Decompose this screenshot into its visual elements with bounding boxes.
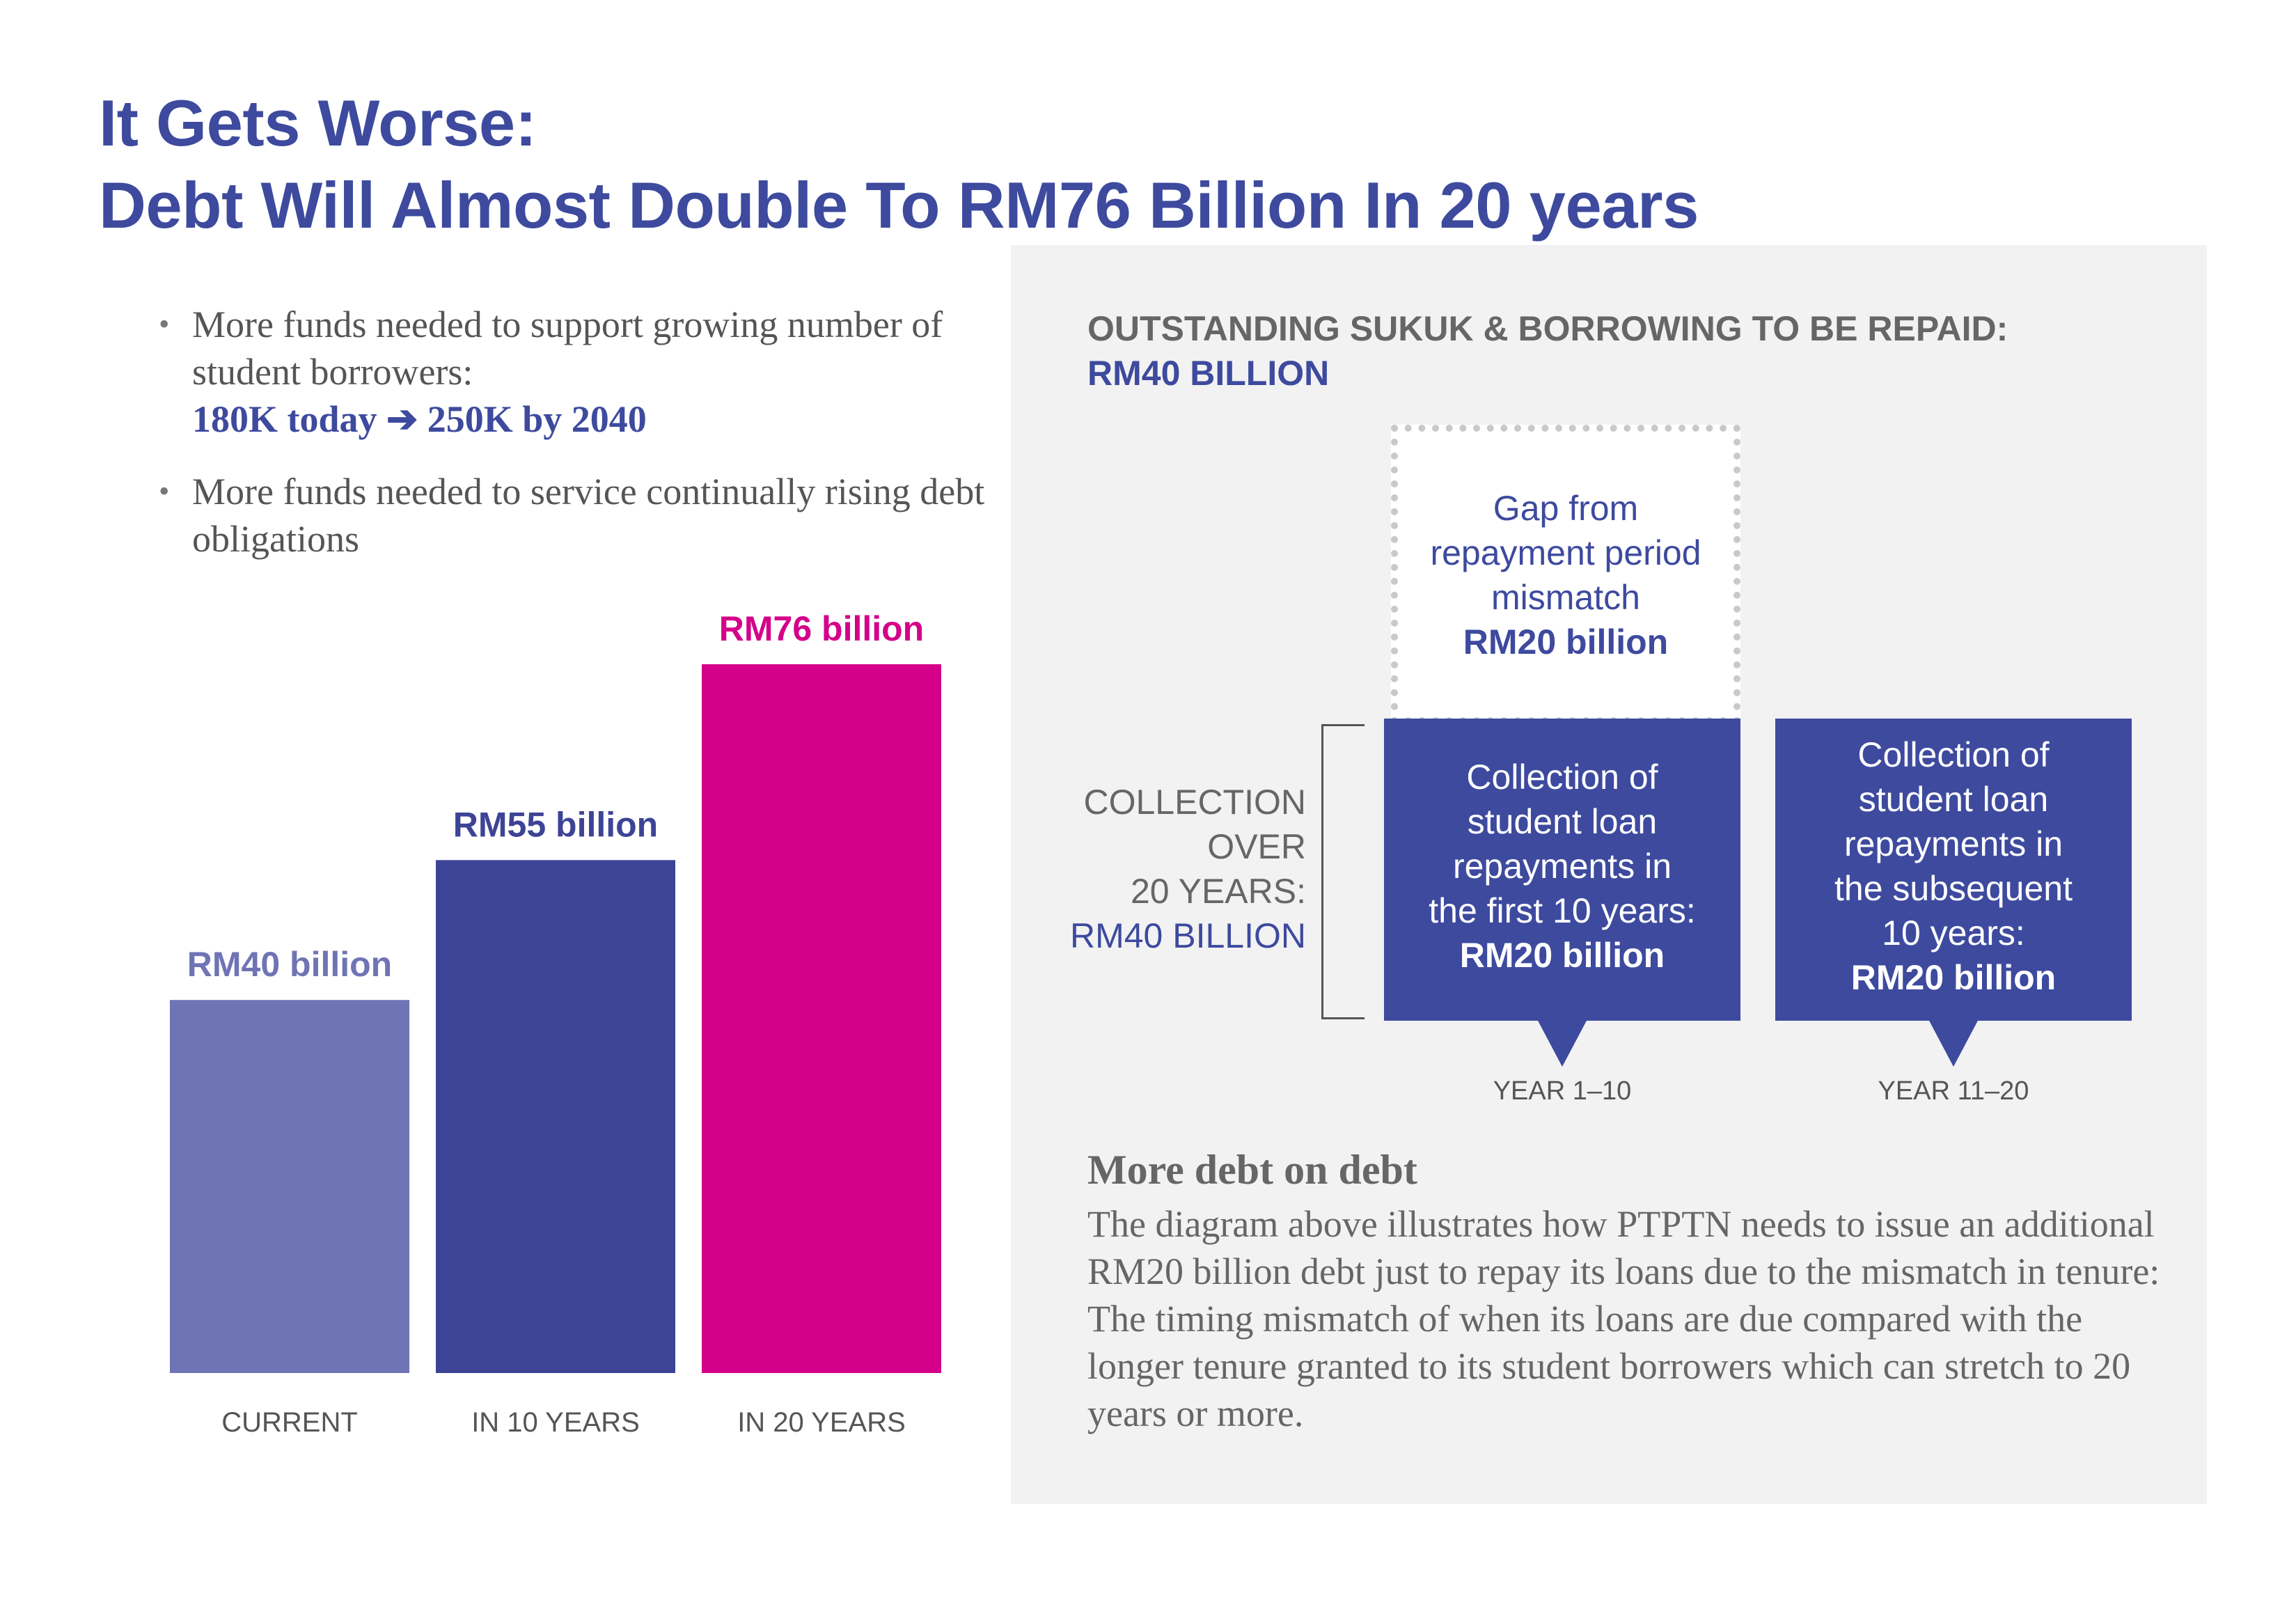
more-debt-body: The diagram above illustrates how PTPTN … (1087, 1203, 2160, 1434)
panel-heading-text: OUTSTANDING SUKUK & BORROWING TO BE REPA… (1087, 309, 2008, 348)
bullet-text: More funds needed to support growing num… (192, 304, 943, 393)
box-line: the subsequent (1834, 869, 2073, 908)
bullet-highlight: 180K today ➔ 250K by 2040 (192, 398, 647, 440)
box-line: student loan (1858, 780, 2049, 819)
box-line: Collection of (1857, 735, 2050, 774)
more-debt-title: More debt on debt (1087, 1147, 1417, 1193)
box-line: 10 years: (1882, 914, 2025, 952)
bullet-item: More funds needed to service continually… (159, 468, 1015, 563)
gap-amount: RM20 billion (1463, 622, 1669, 661)
bar-data-label: RM76 billion (719, 609, 924, 648)
box-line: student loan (1467, 802, 1658, 841)
bullet-text: More funds needed to service continually… (192, 471, 985, 560)
bullet-item: More funds needed to support growing num… (159, 301, 1015, 443)
category-label: IN 10 YEARS (471, 1407, 640, 1438)
bar-data-label: RM55 billion (453, 805, 658, 844)
box-line: repayments in (1843, 824, 2063, 863)
collection-box-first: Collection of student loan repayments in… (1384, 719, 1740, 1021)
collection-box-text: Collection of student loan repayments in… (1775, 732, 2132, 1000)
box-line: the first 10 years: (1429, 891, 1696, 930)
collection-bracket (1321, 724, 1365, 1019)
box-amount: RM20 billion (1850, 958, 2057, 997)
pointer-second (1928, 1019, 1979, 1067)
bar-in-10-years (436, 860, 675, 1373)
box-line: Collection of (1466, 758, 1658, 797)
panel-heading: OUTSTANDING SUKUK & BORROWING TO BE REPA… (1087, 306, 2008, 395)
gap-line: mismatch (1491, 578, 1640, 617)
gap-line: Gap from (1493, 489, 1639, 528)
collection-box-second: Collection of student loan repayments in… (1775, 719, 2132, 1021)
collection-line: COLLECTION (1083, 783, 1306, 822)
collection-label: COLLECTION OVER 20 YEARS: RM40 BILLION (1030, 780, 1306, 958)
collection-amount: RM40 BILLION (1069, 916, 1306, 955)
collection-line: 20 YEARS: (1130, 872, 1306, 911)
gap-box-text: Gap from repayment period mismatch RM20 … (1391, 486, 1740, 664)
bar-data-label: RM40 billion (187, 945, 392, 984)
bar-current (170, 1000, 409, 1373)
box-line: repayments in (1452, 847, 1672, 886)
box-amount: RM20 billion (1459, 936, 1665, 975)
gap-line: repayment period (1430, 533, 1701, 572)
category-label: CURRENT (221, 1407, 358, 1438)
bullet-list: More funds needed to support growing num… (159, 301, 1015, 588)
title-line-2: Debt Will Almost Double To RM76 Billion … (99, 168, 1699, 242)
category-label: IN 20 YEARS (737, 1407, 906, 1438)
year-label-second: YEAR 11–20 (1878, 1076, 2029, 1106)
page-title: It Gets Worse: Debt Will Almost Double T… (99, 82, 1699, 246)
title-line-1: It Gets Worse: (99, 86, 537, 159)
collection-line: OVER (1207, 827, 1306, 866)
bar-chart: RM40 billion CURRENT RM55 billion IN 10 YEA… (170, 609, 941, 1438)
bar-in-20-years (702, 664, 941, 1373)
panel-subheading: RM40 BILLION (1087, 354, 1330, 393)
pointer-first (1537, 1019, 1587, 1067)
year-label-first: YEAR 1–10 (1493, 1076, 1632, 1106)
gap-box (1391, 425, 1740, 724)
collection-box-text: Collection of student loan repayments in… (1384, 755, 1740, 978)
